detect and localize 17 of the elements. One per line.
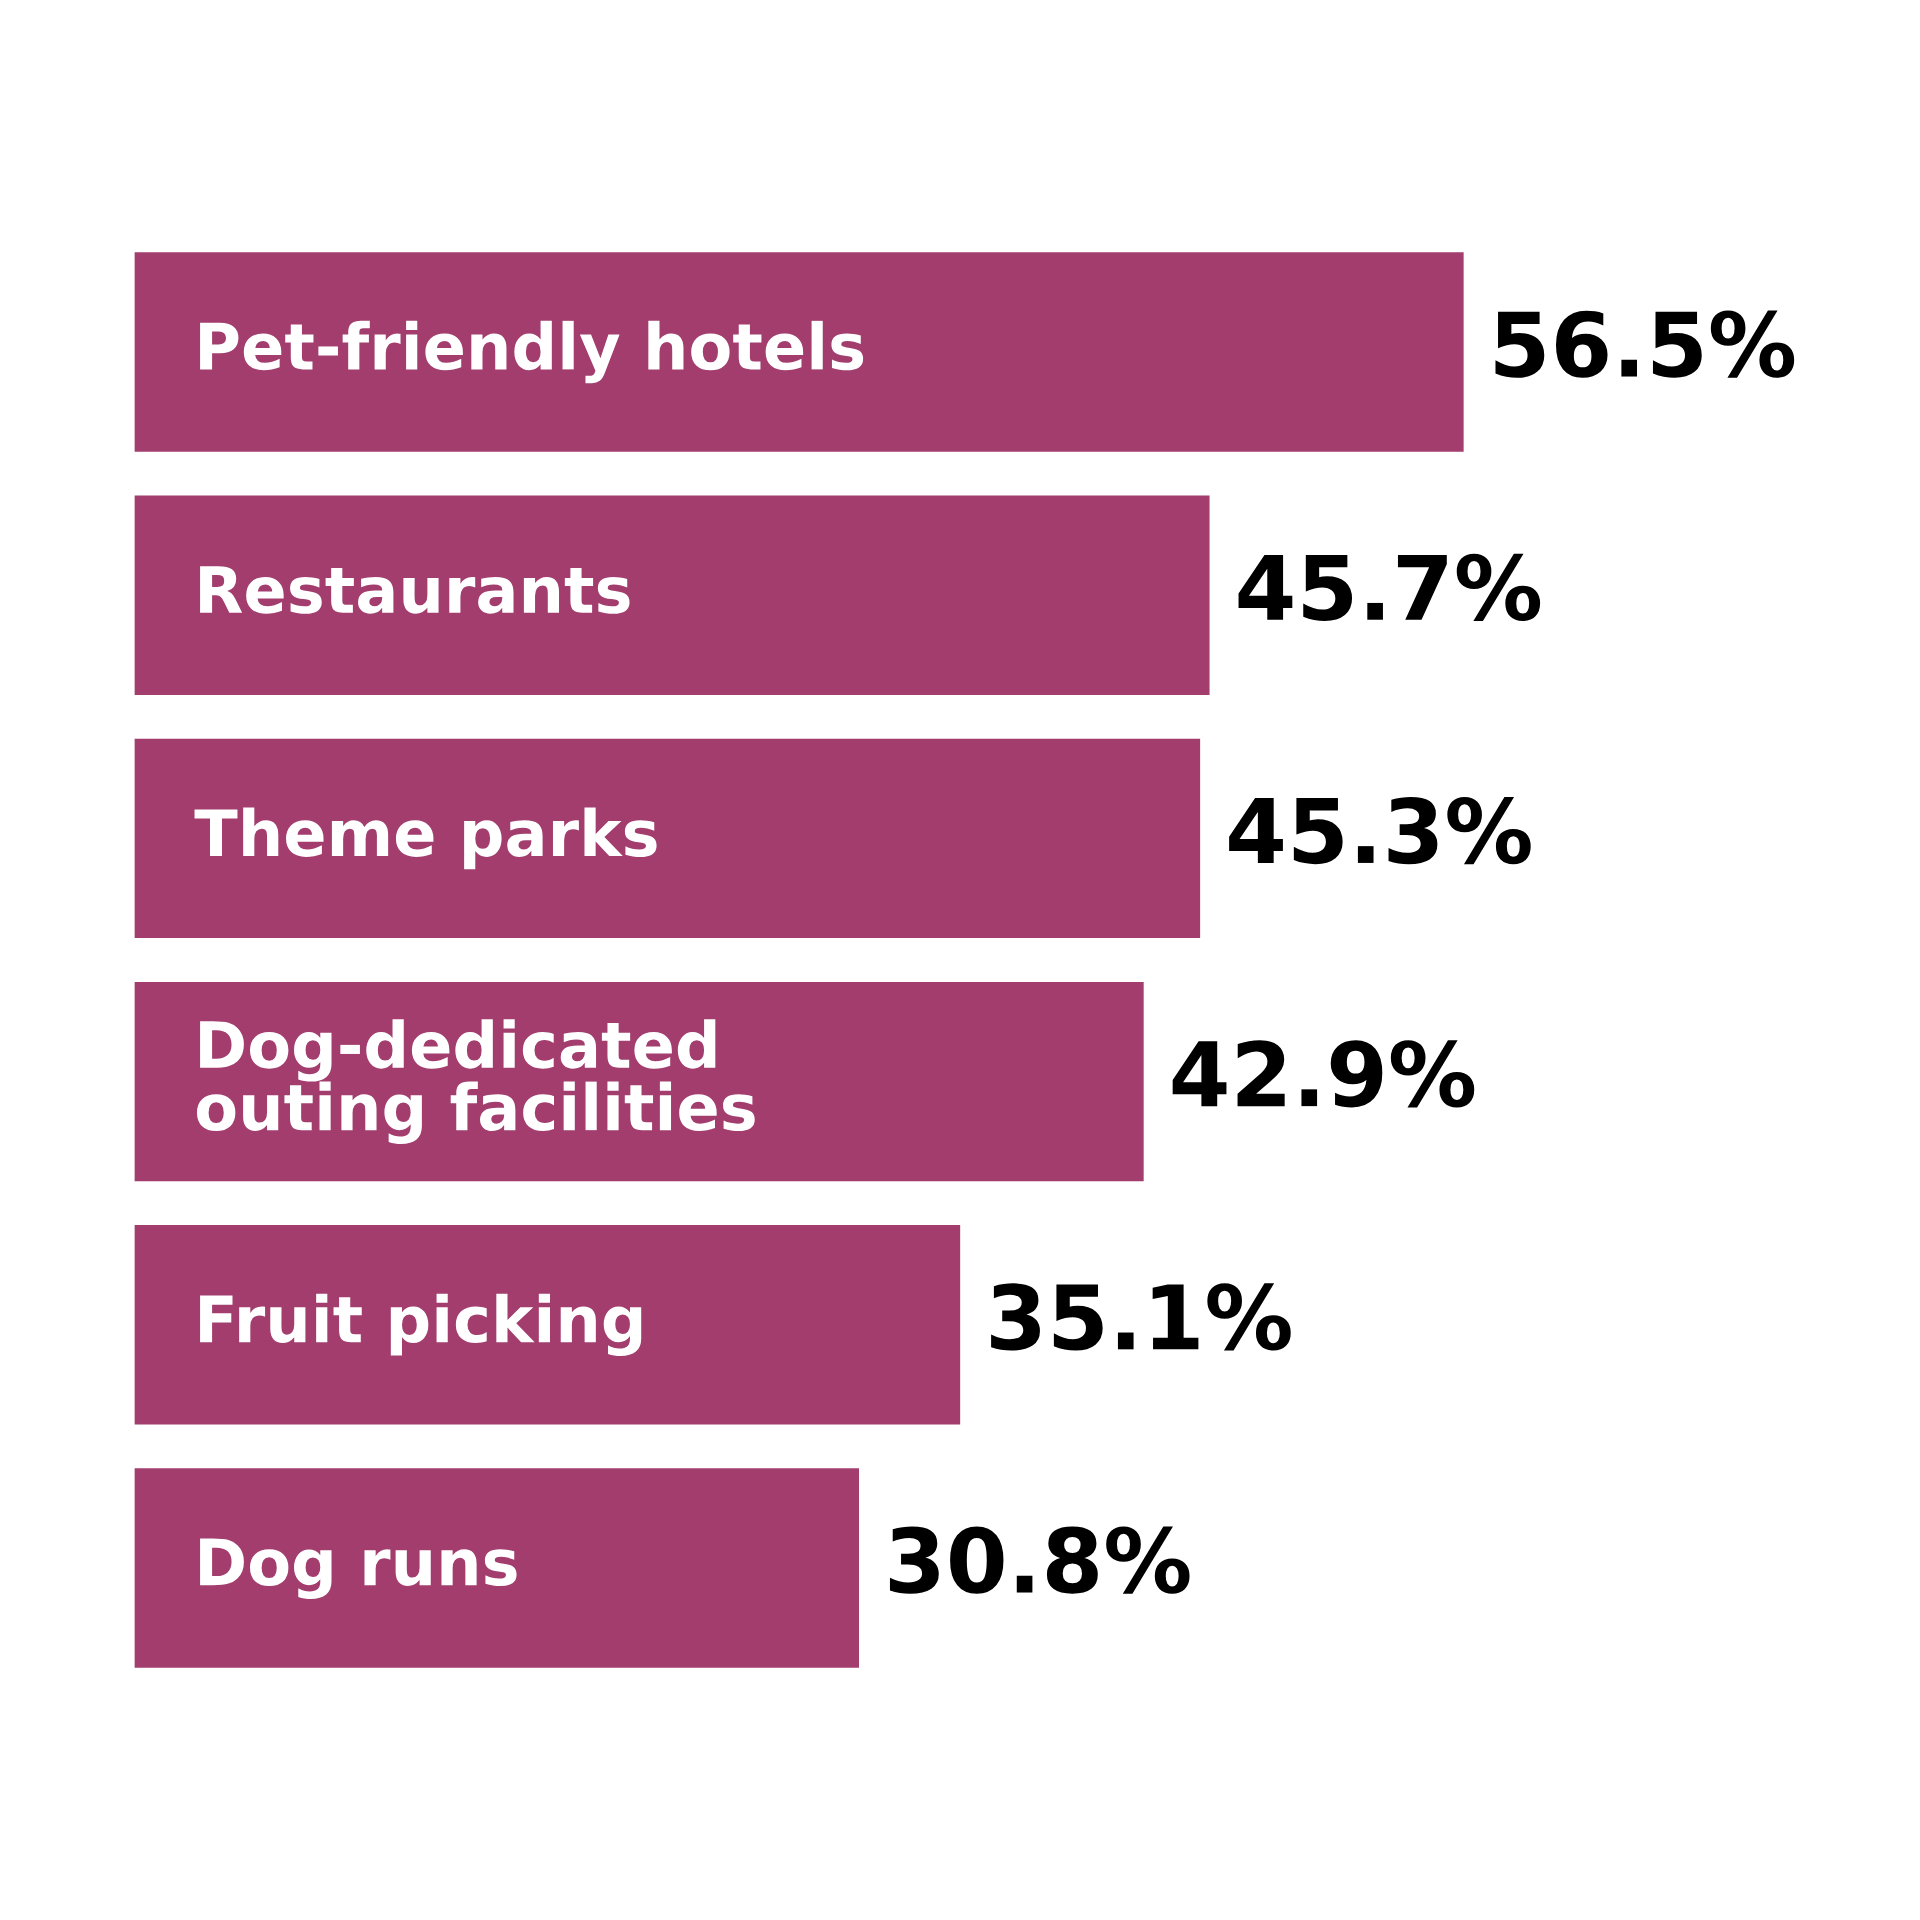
data-label: 45.7% <box>1238 553 1541 621</box>
y-tick-label: Theme parks <box>194 807 657 870</box>
bar <box>134 738 1201 939</box>
bar <box>134 1225 961 1425</box>
data-label: 35.1% <box>991 1283 1291 1351</box>
data-label: 30.8% <box>889 1526 1190 1594</box>
data-label: 45.3% <box>1229 796 1531 865</box>
y-tick-label: Dog-dedicated outing facilities <box>196 1019 755 1144</box>
data-label: 56.5% <box>1495 310 1795 378</box>
bar <box>134 252 1464 452</box>
y-tick-label: Pet-friendly hotels <box>200 320 864 384</box>
y-tick-label: Dog runs <box>200 1538 517 1599</box>
bar <box>134 495 1210 695</box>
y-tick-label: Fruit picking <box>200 1293 642 1356</box>
y-tick-label: Restaurants <box>200 566 630 614</box>
bar <box>134 1468 860 1668</box>
data-label: 42.9% <box>1172 1040 1475 1108</box>
